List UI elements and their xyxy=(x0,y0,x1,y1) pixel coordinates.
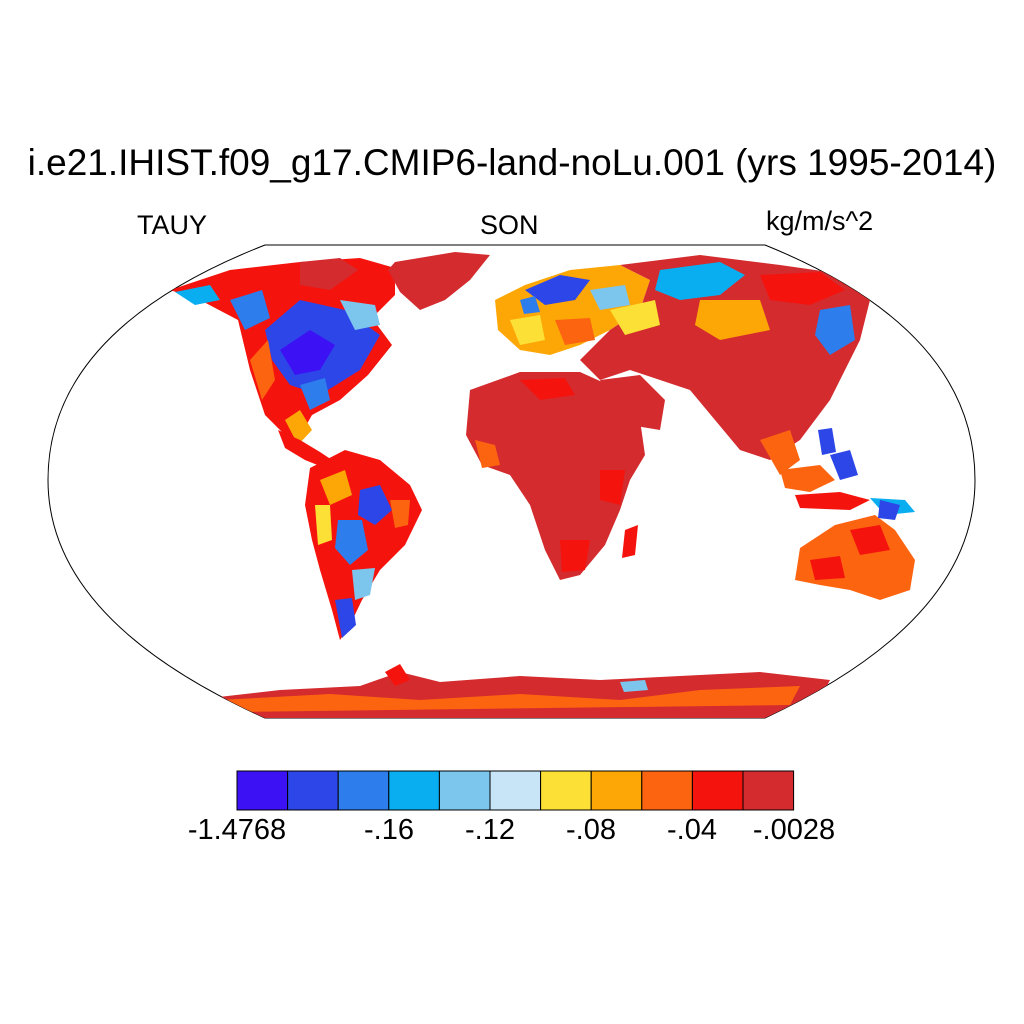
colorbar-label: -1.4768 xyxy=(187,814,287,846)
north-america-region xyxy=(170,258,395,445)
colorbar xyxy=(236,770,795,811)
colorbar-swatch xyxy=(337,770,390,811)
colorbar-label: -.16 xyxy=(364,814,414,846)
colorbar-swatch xyxy=(388,770,440,811)
colorbar-swatch xyxy=(691,770,744,811)
australia-region xyxy=(795,500,915,600)
central-america-region xyxy=(278,430,335,468)
africa-region xyxy=(466,372,645,580)
colorbar-swatch xyxy=(236,770,289,811)
colorbar-label: -.12 xyxy=(465,814,515,846)
europe-region xyxy=(495,265,650,355)
colorbar-swatch xyxy=(590,770,643,811)
arabia-region xyxy=(600,375,665,430)
asia-region xyxy=(580,255,870,475)
colorbar-swatch xyxy=(438,770,491,811)
map-title: i.e21.IHIST.f09_g17.CMIP6-land-noLu.001 … xyxy=(27,142,997,183)
variable-label: TAUY xyxy=(137,210,208,240)
colorbar-swatch xyxy=(540,770,592,811)
colorbar-swatch xyxy=(287,770,339,811)
antarctica-region xyxy=(210,664,830,718)
colorbar-label: -.08 xyxy=(566,814,616,846)
colorbar-label: -.04 xyxy=(667,814,717,846)
colorbar-swatch xyxy=(489,770,542,811)
units-label: kg/m/s^2 xyxy=(766,206,874,236)
colorbar-swatch xyxy=(742,770,795,811)
season-label: SON xyxy=(480,210,539,240)
greenland-region xyxy=(388,252,490,310)
colorbar-swatch xyxy=(641,770,693,811)
colorbar-label: -.0028 xyxy=(752,814,836,846)
south-america-region xyxy=(305,450,422,640)
